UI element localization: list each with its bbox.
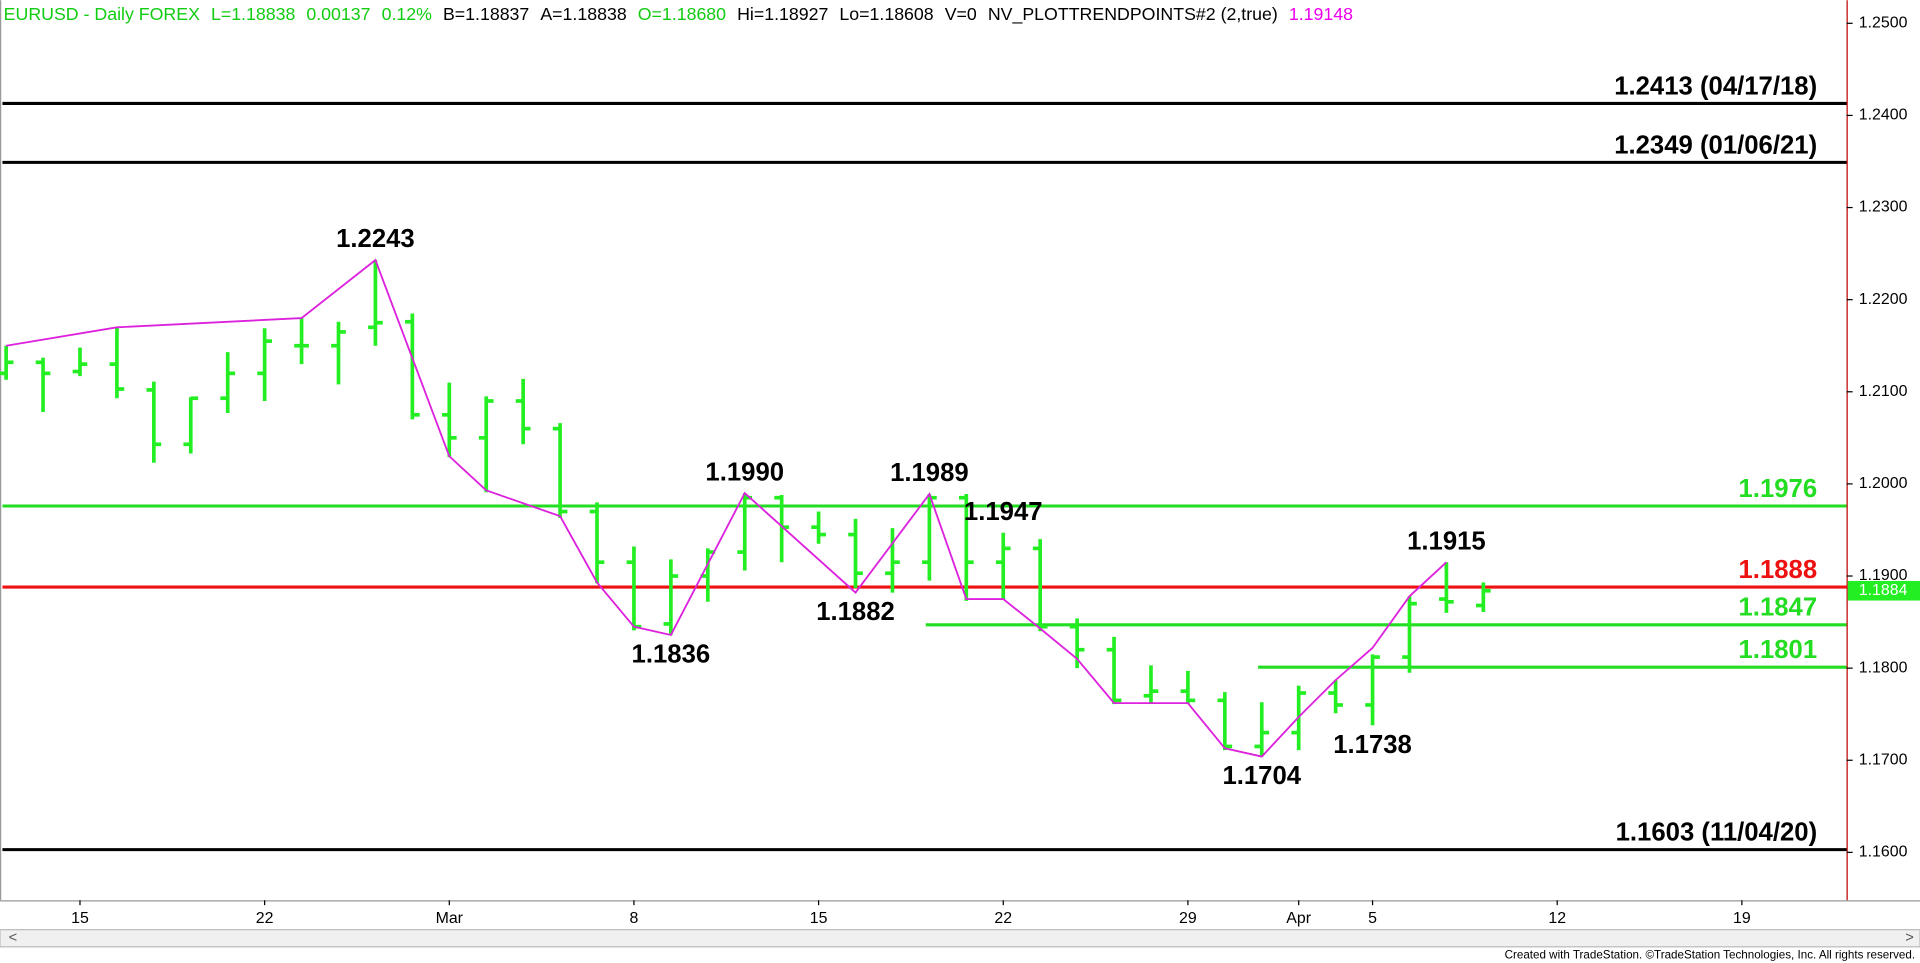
trend-line: [5, 258, 1448, 758]
level-label: 1.1847: [1739, 594, 1818, 622]
header-field: O=1.18680: [638, 4, 726, 24]
pivot-label: 1.1738: [1333, 731, 1412, 759]
pivot-label: 1.2243: [336, 225, 415, 253]
x-tick-label: 15: [810, 910, 828, 927]
level-label: 1.1888: [1739, 556, 1818, 584]
x-tick-label: 5: [1368, 910, 1377, 927]
header-field: A=1.18838: [540, 4, 626, 24]
pivot-label: 1.1836: [632, 641, 711, 669]
y-tick-label: 1.1700: [1859, 751, 1908, 768]
y-tick-label: 1.2200: [1859, 291, 1908, 308]
y-tick-label: 1.2000: [1859, 475, 1908, 492]
level-label: 1.1976: [1739, 475, 1818, 503]
level-label: 1.1603 (11/04/20): [1616, 818, 1818, 846]
header-field: 0.12%: [382, 4, 433, 24]
header: EURUSD - Daily FOREX L=1.18838 0.00137 0.12…: [4, 4, 1353, 25]
pivot-label: 1.1704: [1222, 762, 1301, 790]
x-tick-label: Apr: [1286, 910, 1311, 927]
x-tick-label: 22: [994, 910, 1012, 927]
pivot-label: 1.1915: [1407, 527, 1486, 555]
x-tick-label: Mar: [436, 910, 464, 927]
x-tick-label: 29: [1179, 910, 1197, 927]
header-field: V=0: [945, 4, 977, 24]
scrollbar[interactable]: [0, 929, 1920, 948]
y-tick-label: 1.1600: [1859, 844, 1908, 861]
y-tick-label: 1.2400: [1859, 107, 1908, 124]
pivot-label: 1.1990: [705, 458, 784, 486]
y-tick-label: 1.1900: [1859, 567, 1908, 584]
header-field: B=1.18837: [443, 4, 529, 24]
x-tick-label: 19: [1733, 910, 1751, 927]
x-tick-label: 22: [256, 910, 274, 927]
x-tick-label: 8: [630, 910, 639, 927]
y-tick-label: 1.2500: [1859, 15, 1908, 32]
scroll-right[interactable]: >: [1905, 930, 1914, 946]
header-field: L=1.18838: [211, 4, 296, 24]
y-tick-label: 1.1800: [1859, 659, 1908, 676]
level-label: 1.2413 (04/17/18): [1614, 72, 1817, 100]
pivot-label: 1.1947: [964, 498, 1043, 526]
scroll-left[interactable]: <: [9, 930, 18, 946]
x-tick-label: 15: [71, 910, 89, 927]
level-label: 1.1801: [1739, 636, 1818, 664]
last-price-label: 1.1884: [1859, 582, 1908, 599]
pivot-label: 1.1882: [816, 598, 895, 626]
level-label: 1.2349 (01/06/21): [1614, 131, 1817, 159]
header-field: 0.00137: [306, 4, 370, 24]
pivot-label: 1.1989: [890, 459, 969, 487]
footer: Created with TradeStation. ©TradeStation…: [1505, 948, 1916, 961]
header-field: 1.19148: [1289, 4, 1353, 24]
last-price-box: [1847, 580, 1920, 601]
y-tick-label: 1.2300: [1859, 199, 1908, 216]
header-field: Lo=1.18608: [839, 4, 933, 24]
header-field: NV_PLOTTRENDPOINTS#2 (2,true): [988, 4, 1278, 25]
y-tick-label: 1.2100: [1859, 383, 1908, 400]
header-field: Hi=1.18927: [737, 4, 828, 24]
x-tick-label: 12: [1548, 910, 1566, 927]
header-field: EURUSD - Daily FOREX: [4, 4, 200, 24]
